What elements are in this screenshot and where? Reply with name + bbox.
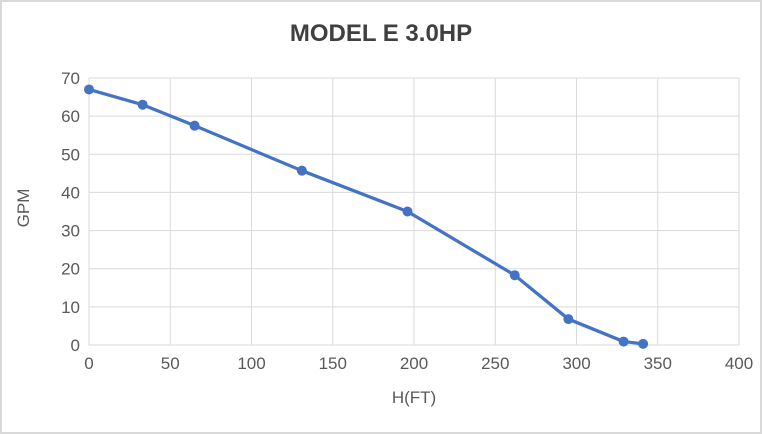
y-tick-label: 40	[61, 183, 80, 202]
x-tick-label: 300	[562, 354, 590, 373]
data-point-marker	[618, 336, 629, 347]
data-point-marker	[402, 206, 413, 217]
x-tick-label: 250	[481, 354, 509, 373]
y-tick-label: 0	[71, 336, 80, 355]
data-point-marker	[84, 84, 94, 95]
x-tick-label: 350	[644, 354, 672, 373]
x-axis-title: H(FT)	[391, 388, 437, 407]
y-tick-label: 30	[61, 222, 80, 241]
y-tick-label: 70	[61, 69, 80, 88]
x-tick-label: 0	[84, 354, 93, 373]
y-tick-label: 20	[61, 260, 80, 279]
x-tick-label: 150	[319, 354, 347, 373]
x-tick-label: 400	[725, 354, 753, 373]
y-tick-label: 50	[61, 145, 80, 164]
x-tick-label: 200	[400, 354, 428, 373]
data-point-marker	[137, 99, 148, 110]
data-point-marker	[509, 270, 520, 281]
data-point-marker	[638, 338, 649, 349]
data-point-marker	[563, 314, 574, 325]
data-point-marker	[296, 165, 307, 176]
y-tick-label: 60	[61, 107, 80, 126]
x-tick-label: 100	[237, 354, 265, 373]
series-line	[87, 87, 645, 346]
data-point-marker	[189, 120, 200, 131]
y-tick-label: 10	[61, 298, 80, 317]
x-tick-label: 50	[161, 354, 180, 373]
y-axis-title: GPM	[14, 188, 33, 228]
